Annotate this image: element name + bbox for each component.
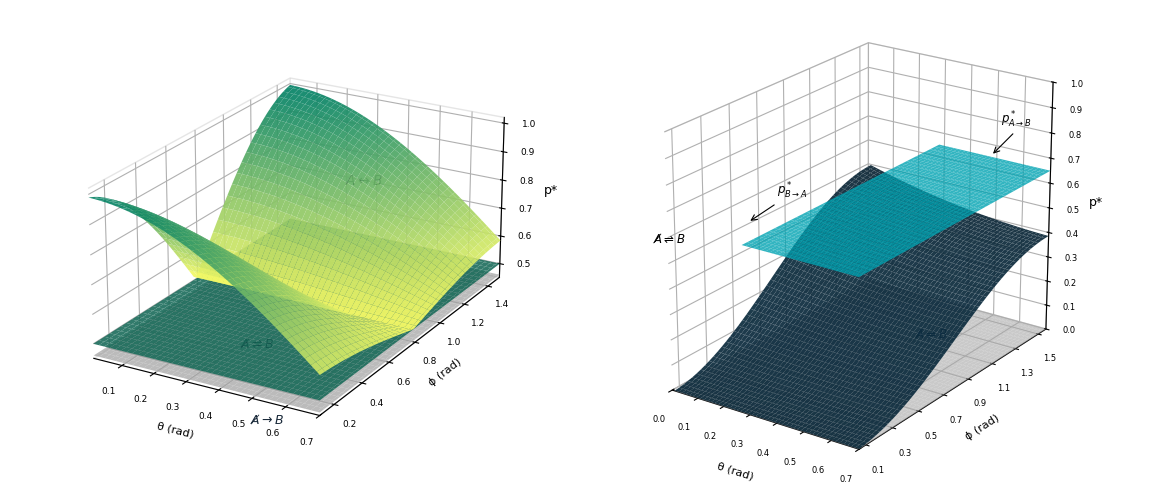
Text: $A \leftrightarrow B$: $A \leftrightarrow B$ xyxy=(345,174,383,188)
Text: $p^*_{B \rightarrow A}$: $p^*_{B \rightarrow A}$ xyxy=(776,181,807,201)
Text: $A \not\rightarrow B$: $A \not\rightarrow B$ xyxy=(249,412,284,426)
X-axis label: θ (rad): θ (rad) xyxy=(156,420,195,439)
Y-axis label: ϕ (rad): ϕ (rad) xyxy=(427,356,463,387)
Text: $p^*_{A \rightarrow B}$: $p^*_{A \rightarrow B}$ xyxy=(1000,109,1031,129)
Y-axis label: ϕ (rad): ϕ (rad) xyxy=(963,412,1001,441)
Text: $A \not\rightleftharpoons B$: $A \not\rightleftharpoons B$ xyxy=(915,326,947,340)
Text: $A \not\rightleftharpoons B$: $A \not\rightleftharpoons B$ xyxy=(653,231,685,245)
X-axis label: θ (rad): θ (rad) xyxy=(716,460,754,481)
Text: $A \not\rightleftharpoons B$: $A \not\rightleftharpoons B$ xyxy=(240,336,275,349)
